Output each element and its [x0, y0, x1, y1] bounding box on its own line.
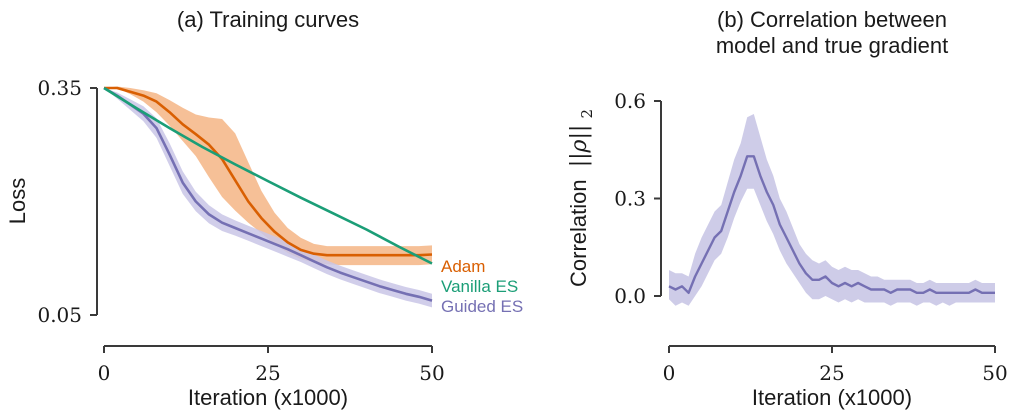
- x-tick-label: 0: [663, 361, 676, 385]
- line-correlation: [668, 155, 995, 294]
- y-tick-label: 0.3: [614, 187, 646, 211]
- panel-b-lines: [668, 155, 995, 294]
- panel-b-xlabel: Iteration (x1000): [752, 385, 912, 410]
- panel-b-ylabel-text: Correlation: [566, 179, 591, 287]
- panel-a-lines: [103, 86, 433, 302]
- legend-adam: Adam: [441, 257, 485, 276]
- x-tick-label: 50: [982, 361, 1007, 385]
- band-adam: [104, 86, 432, 266]
- y-tick-label: 0.6: [614, 89, 646, 113]
- panel-b-title-line-1: (b) Correlation between: [717, 7, 947, 32]
- legend-guided-es: Guided ES: [441, 297, 523, 316]
- panel-a-xlabel: Iteration (x1000): [188, 385, 348, 410]
- panel-a: (a) Training curves 0.05 0.35 0 25 50 Loss I…: [5, 7, 523, 410]
- panel-a-ticks: 0.05 0.35 0 25 50: [37, 76, 444, 385]
- band-guided-es: [104, 88, 432, 308]
- panel-b-title-line-2: model and true gradient: [716, 33, 948, 58]
- band-correlation: [669, 114, 995, 306]
- panel-b-ylabel-sub: 2: [578, 109, 596, 119]
- panel-b-ticks: 0.0 0.3 0.6 0 25 50: [614, 89, 1008, 385]
- panel-b-ylabel-math: ||ρ||: [567, 125, 592, 168]
- panel-a-ylabel: Loss: [5, 178, 30, 224]
- y-tick-label: 0.35: [37, 76, 82, 100]
- panel-b-ylabel: Correlation ||ρ|| 2: [566, 109, 596, 287]
- line-vanilla-es: [103, 86, 433, 265]
- y-tick-label: 0.05: [37, 303, 82, 327]
- x-tick-label: 25: [819, 361, 844, 385]
- panel-a-title: (a) Training curves: [177, 7, 359, 32]
- panel-b: (b) Correlation between model and true g…: [566, 7, 1008, 410]
- line-guided-es: [103, 86, 433, 302]
- line-adam: [104, 86, 433, 257]
- legend-vanilla-es: Vanilla ES: [441, 277, 518, 296]
- panel-b-bands: [669, 114, 995, 306]
- x-tick-label: 25: [255, 361, 280, 385]
- x-tick-label: 50: [419, 361, 444, 385]
- x-tick-label: 0: [98, 361, 111, 385]
- y-tick-label: 0.0: [614, 284, 646, 308]
